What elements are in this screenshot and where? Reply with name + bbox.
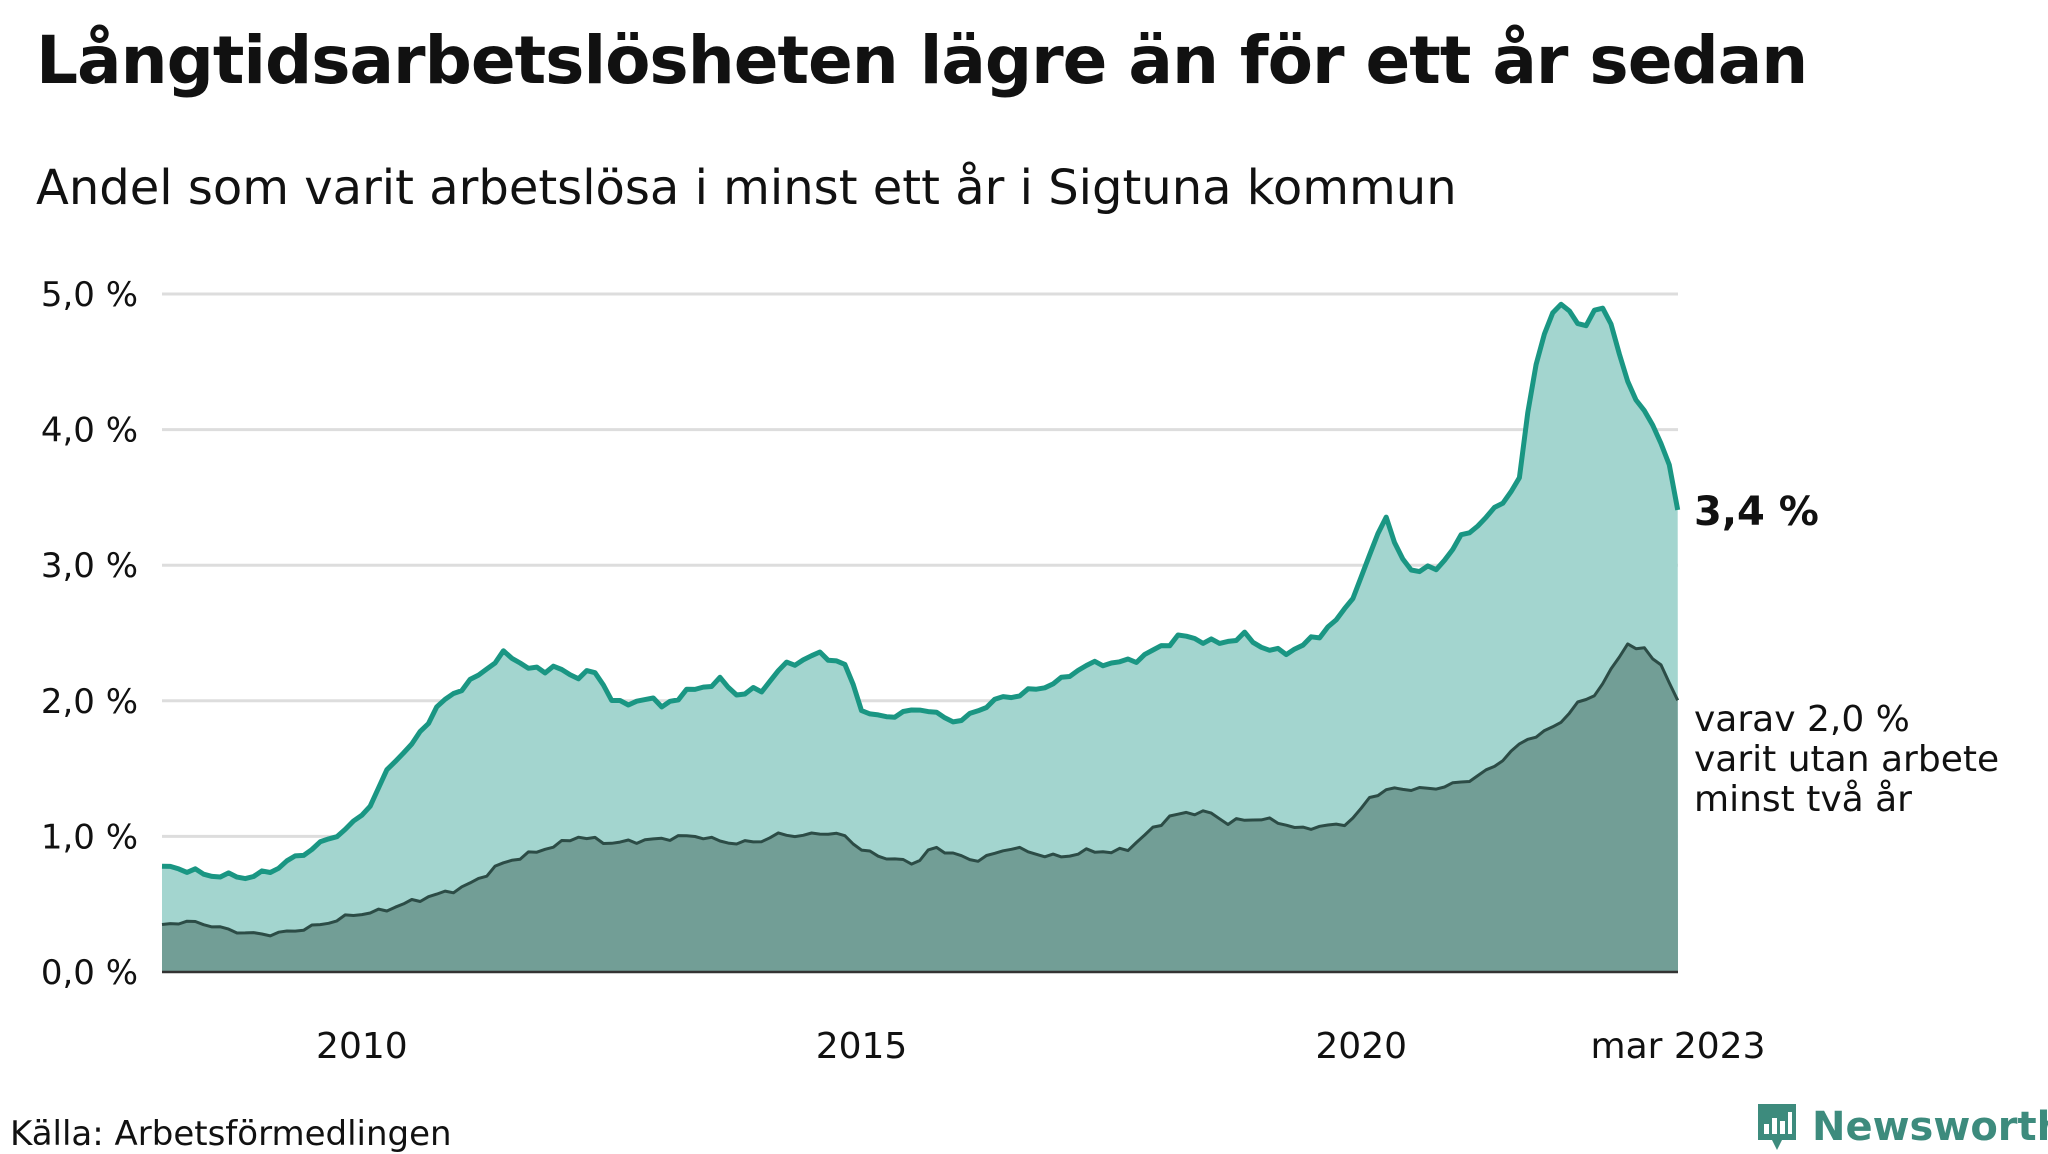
logo-text: Newsworthy — [1812, 1104, 2048, 1150]
newsworthy-logo-icon — [1758, 1104, 1796, 1150]
series-area-minst_ett_ar — [162, 304, 1678, 972]
y-tick-label: 5,0 % — [41, 275, 138, 315]
x-tick-label: mar 2023 — [1591, 1026, 1766, 1067]
x-tick-label: 2015 — [816, 1026, 908, 1067]
y-tick-label: 1,0 % — [41, 817, 138, 857]
source-note: Källa: Arbetsförmedlingen — [10, 1114, 452, 1154]
y-tick-label: 2,0 % — [41, 682, 138, 722]
x-tick-label: 2010 — [316, 1026, 408, 1067]
end-label-sub-line: varav 2,0 % — [1694, 699, 1910, 740]
y-tick-label: 4,0 % — [41, 411, 138, 451]
newsworthy-logo[interactable]: Newsworthy — [1754, 1100, 2048, 1154]
end-label-sub-line: varit utan arbete — [1694, 739, 1999, 780]
axis-layer: 0,0 % 1,0 % 2,0 % 3,0 % 4,0 % 5,0 % 2010 2015 20… — [41, 275, 1766, 1067]
end-label-sub-line: minst två år — [1694, 779, 1912, 820]
series-area-minst_tva_ar — [162, 643, 1678, 972]
y-tick-label: 0,0 % — [41, 953, 138, 993]
chart-subtitle: Andel som varit arbetslösa i minst ett å… — [36, 160, 1457, 216]
x-tick-label: 2020 — [1315, 1026, 1407, 1067]
y-tick-label: 3,0 % — [41, 546, 138, 586]
area-layer — [161, 301, 1681, 972]
end-label-main: 3,4 % — [1694, 489, 1819, 535]
series-line-minst_ett_ar — [161, 301, 1681, 882]
series-line-minst_tva_ar — [161, 642, 1680, 938]
chart-title: Långtidsarbetslösheten lägre än för ett … — [36, 22, 1808, 99]
